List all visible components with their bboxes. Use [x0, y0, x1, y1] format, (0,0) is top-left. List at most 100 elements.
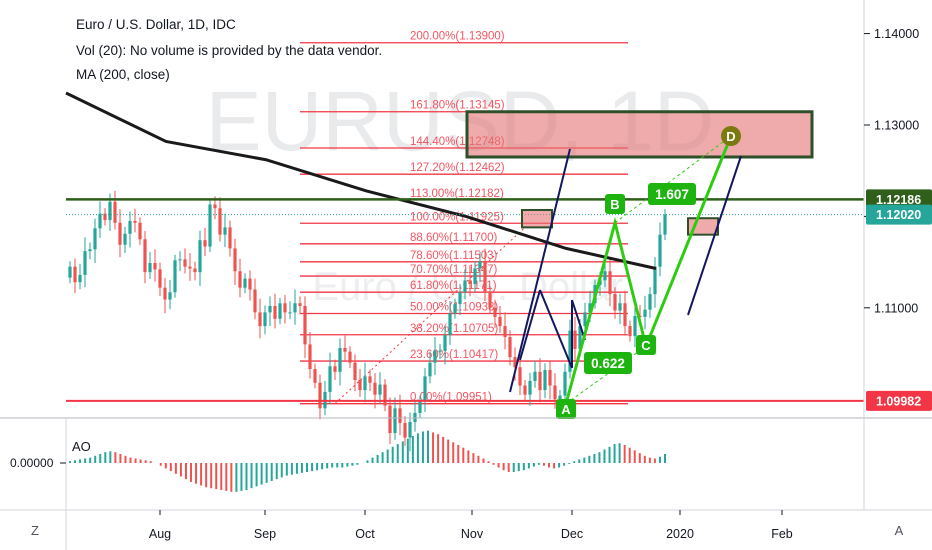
candle-body: [433, 350, 437, 363]
candle-body: [473, 268, 477, 285]
candle-body: [383, 384, 387, 406]
candle-body: [608, 271, 612, 295]
candle-body: [333, 366, 337, 372]
candle-body: [538, 371, 542, 391]
drawings[interactable]: A B C D 0.622 1.607: [66, 110, 864, 419]
candle-body: [238, 271, 242, 288]
candle-body: [68, 266, 72, 278]
candle-body: [563, 371, 567, 396]
price-badge-label: 1.09982: [876, 394, 921, 408]
candle-body: [653, 266, 657, 295]
fib-level-label: 78.60%(1.11503): [410, 250, 498, 262]
time-tick-label: 2020: [666, 527, 694, 541]
candle-body: [218, 208, 222, 235]
pattern-ratio-label: 0.622: [591, 356, 625, 371]
candle-body: [558, 395, 562, 400]
fib-level-label: 38.20%(1.10705): [410, 323, 498, 335]
candle-body: [338, 348, 342, 372]
candle-body: [253, 289, 257, 313]
pattern-point-label: C: [641, 338, 651, 353]
fib-level-label: 0.00%(1.09951): [410, 392, 492, 404]
candle-body: [393, 408, 397, 434]
b-zone-box: [521, 209, 553, 229]
candle-body: [438, 350, 442, 352]
candle-body: [583, 312, 587, 327]
candle-body: [403, 422, 407, 438]
pattern-ratio-box: [584, 352, 632, 374]
fib-level-label: 88.60%(1.11700): [410, 232, 498, 244]
candle-body: [113, 201, 117, 223]
fib-level-label: 127.20%(1.12462): [410, 162, 505, 174]
candle-body: [568, 330, 572, 372]
candle-body: [168, 292, 172, 300]
candle-body: [128, 220, 132, 234]
candle-body: [308, 344, 312, 370]
candle-body: [468, 280, 472, 285]
pattern-point-marker: [636, 335, 656, 355]
price-tick-label: 1.11000: [874, 301, 918, 315]
candle-body: [133, 220, 137, 223]
time-axis[interactable]: Aug Sep Oct Nov Dec 2020 Feb: [149, 510, 793, 541]
candle-body: [443, 335, 447, 351]
candle-body: [488, 291, 492, 308]
candle-body: [518, 367, 522, 386]
candle-body: [153, 263, 157, 270]
fib-trend-line: [334, 227, 526, 405]
candle-body: [188, 266, 192, 269]
candle-body: [358, 380, 362, 391]
legend-volume[interactable]: Vol (20): No volume is provided by the d…: [76, 43, 383, 58]
candle-body: [138, 222, 142, 240]
time-tick-label: Nov: [461, 527, 484, 541]
candle-body: [108, 201, 112, 221]
legend-ma[interactable]: MA (200, close): [76, 67, 170, 82]
candle-body: [173, 260, 177, 293]
candle-body: [328, 366, 332, 392]
price-badge: [866, 204, 932, 225]
candle-body: [483, 261, 487, 292]
candle-body: [363, 376, 367, 391]
candle-body: [118, 222, 122, 245]
candle-body: [633, 316, 637, 337]
auto-scale-button[interactable]: A: [895, 523, 904, 538]
pattern-point-label: B: [610, 197, 619, 212]
price-tick-label: 1.13000: [874, 119, 919, 133]
candle-body: [543, 369, 547, 391]
candle-body: [413, 412, 417, 423]
channel-line: [509, 148, 571, 393]
candle-body: [423, 376, 427, 402]
pattern-ratio-label: 1.607: [655, 187, 689, 202]
fib-level-label: 113.00%(1.12182): [410, 188, 504, 200]
candle-body: [88, 249, 92, 252]
candle-body: [233, 248, 237, 272]
candle-body: [388, 405, 392, 434]
fib-level-label: 23.60%(1.10417): [410, 349, 498, 361]
candle-body: [288, 312, 292, 314]
candle-body: [578, 326, 582, 349]
candle-body: [258, 312, 262, 327]
candle-body: [573, 330, 577, 349]
time-tick-label: Dec: [561, 527, 583, 541]
pattern-point-label: A: [561, 402, 571, 417]
candle-body: [143, 239, 147, 273]
candle-body: [548, 369, 552, 386]
candle-body: [613, 294, 617, 311]
candle-body: [643, 309, 647, 317]
candle-body: [243, 278, 247, 288]
channel-line: [571, 299, 586, 341]
candle-body: [373, 382, 377, 395]
candle-body: [203, 240, 207, 247]
candle-body: [623, 303, 627, 327]
candle-body: [353, 362, 357, 381]
z-button[interactable]: Z: [31, 523, 39, 538]
candle-body: [263, 312, 267, 327]
legend-title[interactable]: Euro / U.S. Dollar, 1D, IDC: [76, 17, 236, 32]
candle-body: [478, 261, 482, 269]
price-badge: [866, 390, 932, 411]
candle-body: [343, 348, 347, 352]
pattern-ac-ratio-line: [565, 345, 647, 405]
candle-body: [658, 234, 662, 267]
fib-level-label: 200.00%(1.13900): [410, 31, 505, 43]
